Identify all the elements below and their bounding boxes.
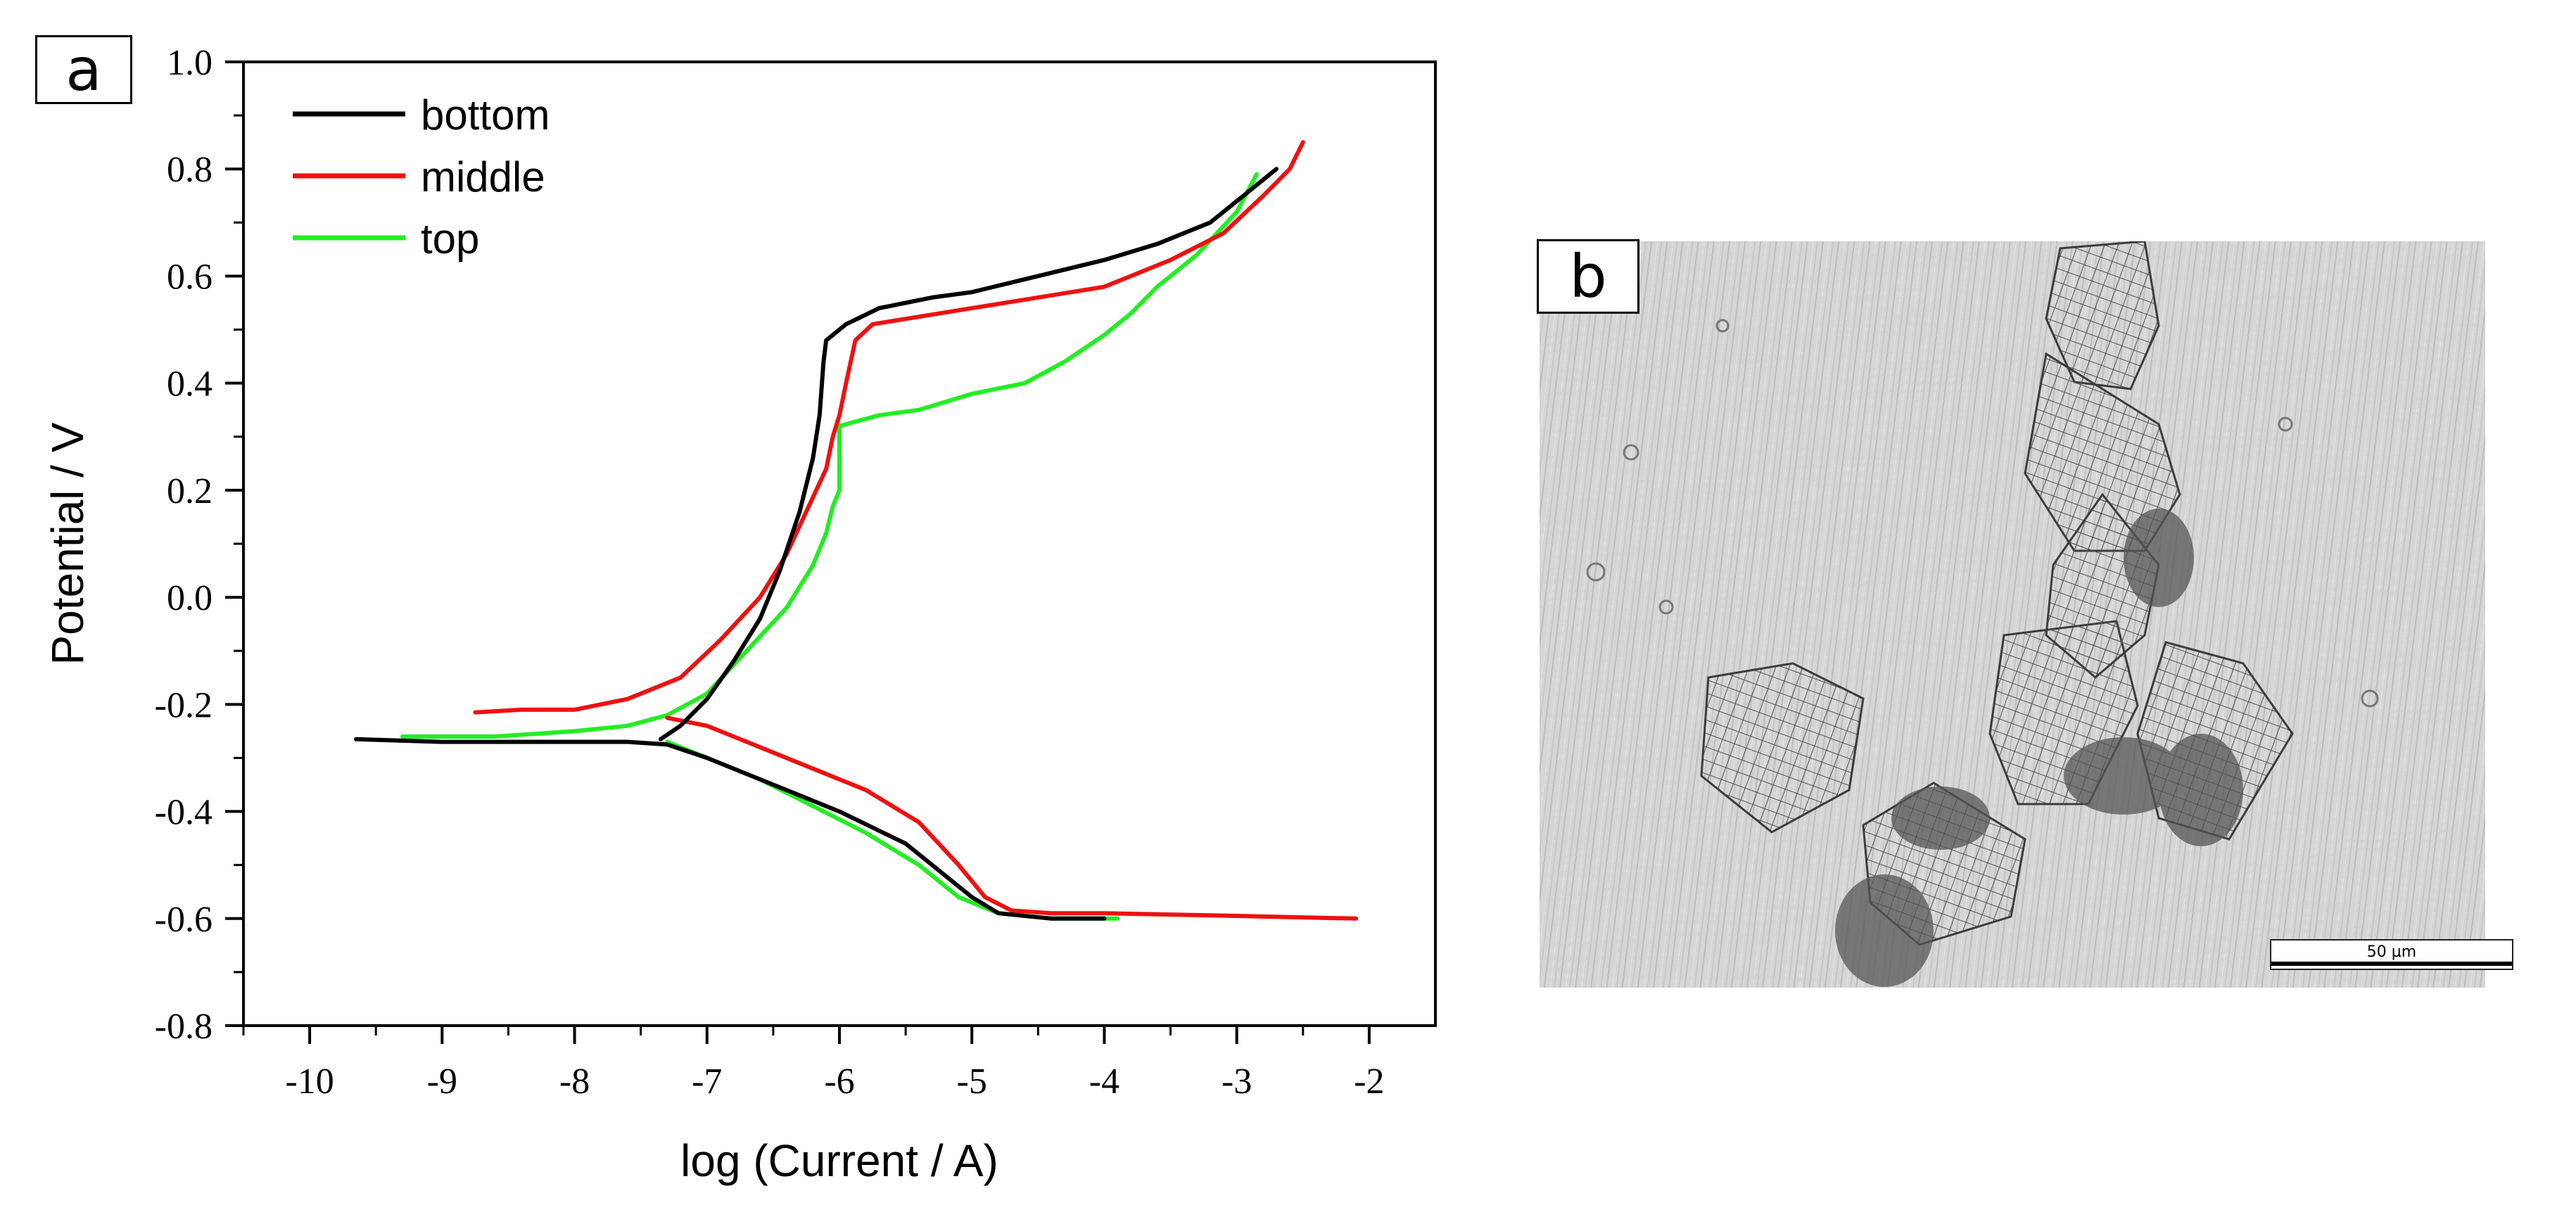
legend-label-middle: middle <box>421 153 545 200</box>
particle-3 <box>1700 662 1865 834</box>
dark-inclusion-1 <box>2064 737 2183 815</box>
y-tick-label: 0.8 <box>167 150 212 190</box>
scale-bar-label: 50 µm <box>2366 943 2417 961</box>
x-tick-label: -6 <box>824 1061 854 1102</box>
y-tick-label: 0.6 <box>167 257 212 297</box>
y-tick-label: 0.2 <box>167 471 212 511</box>
y-tick-label: -0.8 <box>155 1007 212 1047</box>
scale-bar-line <box>2271 962 2512 966</box>
legend-label-top: top <box>421 215 479 262</box>
dark-inclusion-3 <box>1891 786 1990 850</box>
micrograph-texture <box>1540 241 2485 988</box>
legend-label-bottom: bottom <box>421 91 550 139</box>
plot-frame <box>242 60 1437 1027</box>
y-tick-label: 0.0 <box>167 578 212 618</box>
dark-inclusion-4 <box>2159 734 2243 846</box>
legend: bottom middle top <box>293 91 550 262</box>
tick-labels: -10 -9 -8 -7 -6 -5 -4 -3 -2 -0.8 -0.6 -0.4 -0.2 0.0 0.… <box>155 43 1385 1102</box>
x-tick-label: -3 <box>1222 1061 1252 1102</box>
series-top-anodic <box>400 172 1259 739</box>
x-tick-label: -10 <box>285 1061 334 1102</box>
particle-1 <box>2045 241 2160 390</box>
panel-label-a: a <box>35 35 132 104</box>
x-tick-label: -8 <box>559 1061 590 1102</box>
panel-label-b: b <box>1537 239 1639 314</box>
x-tick-label: -9 <box>427 1061 457 1102</box>
x-tick-label: -7 <box>692 1061 722 1102</box>
x-tick-label: -4 <box>1089 1061 1119 1102</box>
axis-ticks <box>225 60 1371 1044</box>
series-middle-cathodic <box>665 715 1359 921</box>
series-bottom-cathodic <box>354 737 1107 921</box>
x-tick-label: -5 <box>957 1061 987 1102</box>
series-middle-anodic <box>473 140 1305 715</box>
y-tick-label: 0.4 <box>167 364 212 404</box>
scale-bar: 50 µm <box>2270 939 2513 970</box>
y-tick-label: -0.6 <box>155 900 212 940</box>
y-tick-label: 1.0 <box>167 43 212 83</box>
dark-inclusion-2 <box>1835 874 1934 987</box>
y-axis-label: Potential / V <box>42 422 93 665</box>
y-tick-label: -0.4 <box>155 793 212 833</box>
series-layer <box>354 140 1359 921</box>
micrograph-image <box>1540 241 2485 988</box>
dark-inclusion-5 <box>2124 509 2194 607</box>
series-bottom-anodic <box>658 167 1279 741</box>
x-axis-label: log (Current / A) <box>680 1135 998 1186</box>
x-tick-label: -2 <box>1354 1061 1384 1102</box>
y-tick-label: -0.2 <box>155 685 212 725</box>
